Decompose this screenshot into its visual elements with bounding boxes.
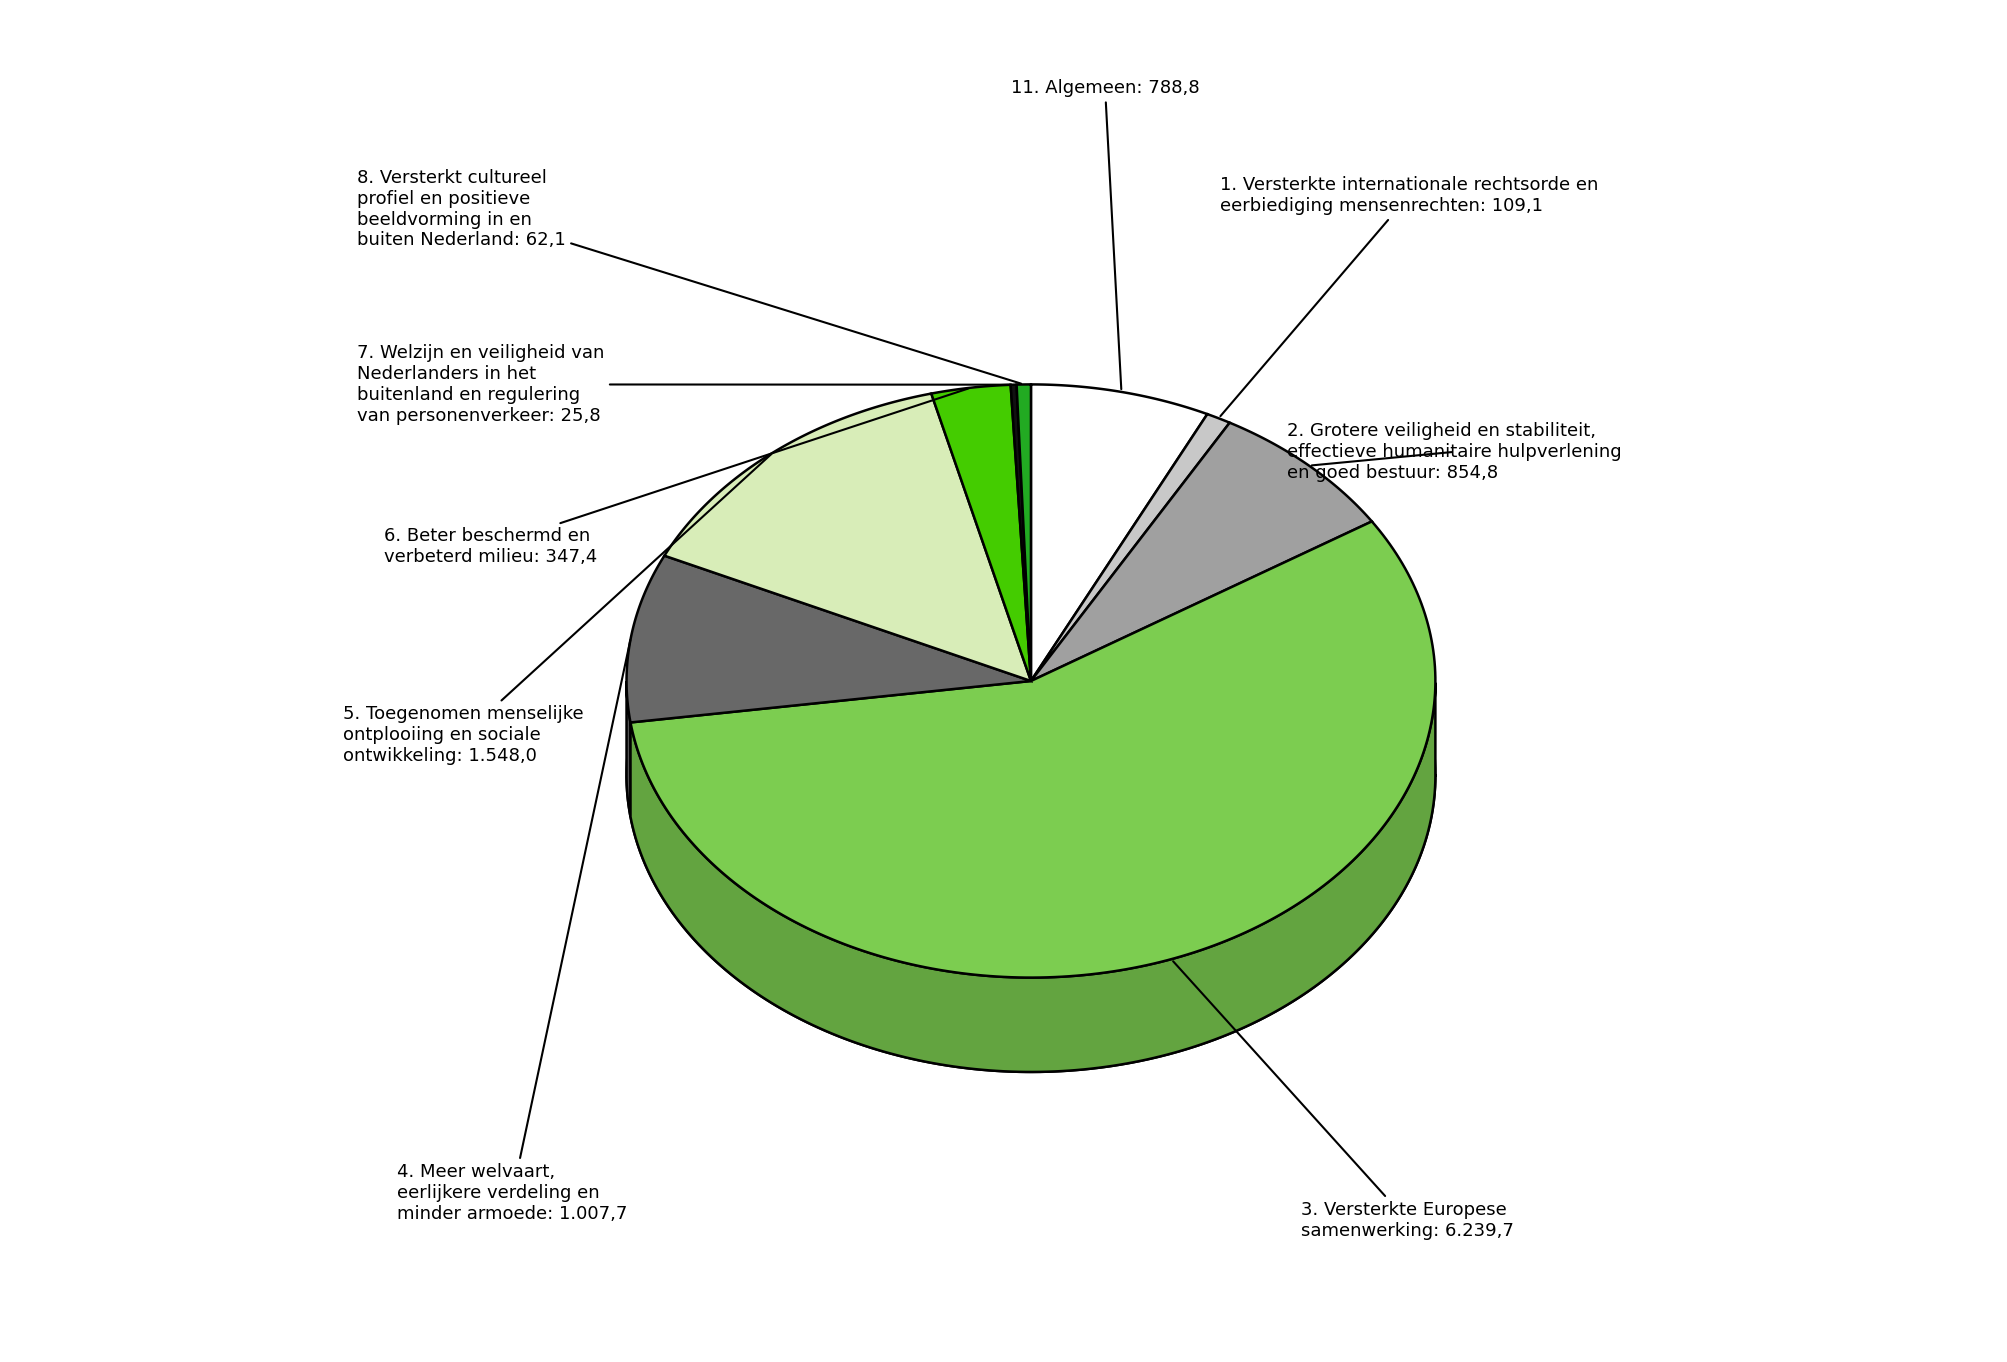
Polygon shape xyxy=(1016,384,1030,681)
Text: 3. Versterkte Europese
samenwerking: 6.239,7: 3. Versterkte Europese samenwerking: 6.2… xyxy=(1172,962,1513,1239)
Polygon shape xyxy=(626,681,630,817)
Text: 11. Algemeen: 788,8: 11. Algemeen: 788,8 xyxy=(1010,79,1198,390)
Text: 8. Versterkt cultureel
profiel en positieve
beeldvorming in en
buiten Nederland:: 8. Versterkt cultureel profiel en positi… xyxy=(357,169,1022,384)
Polygon shape xyxy=(931,385,1030,681)
Polygon shape xyxy=(1030,414,1228,681)
Polygon shape xyxy=(626,479,1435,1072)
Text: 2. Grotere veiligheid en stabiliteit,
effectieve humanitaire hulpverlening
en go: 2. Grotere veiligheid en stabiliteit, ef… xyxy=(1286,422,1622,482)
Polygon shape xyxy=(1010,384,1030,681)
Polygon shape xyxy=(1030,384,1206,681)
Polygon shape xyxy=(630,682,1435,1072)
Polygon shape xyxy=(664,394,1030,681)
Text: 5. Toegenomen menselijke
ontplooiing en sociale
ontwikkeling: 1.548,0: 5. Toegenomen menselijke ontplooiing en … xyxy=(343,455,771,764)
Text: 1. Versterkte internationale rechtsorde en
eerbiediging mensenrechten: 109,1: 1. Versterkte internationale rechtsorde … xyxy=(1218,176,1598,417)
Polygon shape xyxy=(630,522,1435,978)
Polygon shape xyxy=(1030,422,1371,681)
Text: 4. Meer welvaart,
eerlijkere verdeling en
minder armoede: 1.007,7: 4. Meer welvaart, eerlijkere verdeling e… xyxy=(397,640,630,1223)
Polygon shape xyxy=(626,556,1030,722)
Text: 6. Beter beschermd en
verbeterd milieu: 347,4: 6. Beter beschermd en verbeterd milieu: … xyxy=(383,388,967,565)
Text: 7. Welzijn en veiligheid van
Nederlanders in het
buitenland en regulering
van pe: 7. Welzijn en veiligheid van Nederlander… xyxy=(357,345,1010,425)
